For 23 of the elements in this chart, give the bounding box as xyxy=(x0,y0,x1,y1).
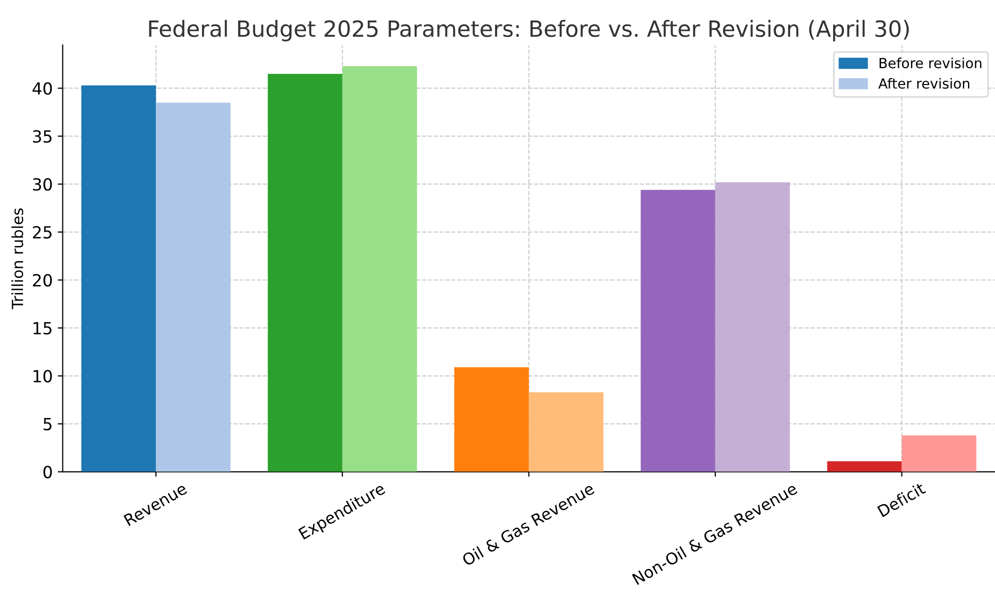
bar xyxy=(342,66,417,472)
chart-title: Federal Budget 2025 Parameters: Before vs. After Revision (April 30) xyxy=(149,20,909,42)
bar xyxy=(640,190,716,472)
bar xyxy=(81,85,156,472)
bar xyxy=(454,367,529,472)
y-tick-label: 15 xyxy=(34,322,52,335)
y-tick-label: 0 xyxy=(43,466,52,478)
bar xyxy=(156,102,230,472)
bar xyxy=(827,461,902,472)
y-tick-label: 20 xyxy=(32,274,52,287)
y-tick-label: 25 xyxy=(32,226,52,239)
legend-label: After revision xyxy=(878,78,970,89)
y-tick-label: 30 xyxy=(33,178,52,191)
bar xyxy=(268,74,342,472)
y-tick-label: 5 xyxy=(44,418,52,430)
y-tick-label: 40 xyxy=(32,82,52,95)
y-axis-title: Trillion rubles xyxy=(11,208,24,310)
bar xyxy=(902,435,976,472)
y-tick-label: 10 xyxy=(34,370,52,382)
y-tick-label: 35 xyxy=(33,130,52,143)
bar xyxy=(715,182,790,472)
legend-label: Before revision xyxy=(880,58,982,68)
bar xyxy=(528,392,604,472)
